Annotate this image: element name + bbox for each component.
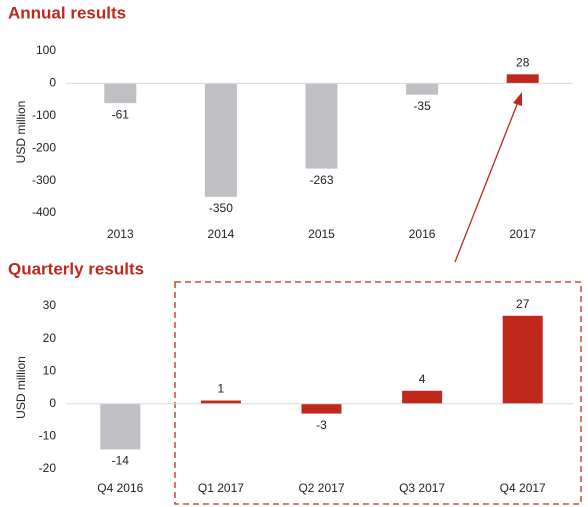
bar: [502, 315, 543, 404]
x-tick-label: 2016: [409, 227, 436, 241]
bar: [506, 74, 539, 84]
y-tick-label: 100: [36, 43, 56, 57]
x-tick-label: Q4 2016: [97, 481, 143, 495]
x-tick-label: Q2 2017: [298, 481, 344, 495]
y-axis-label: USD million: [14, 101, 28, 164]
y-tick-label: -10: [39, 429, 57, 443]
x-tick-label: Q4 2017: [500, 481, 546, 495]
x-tick-label: Q3 2017: [399, 481, 445, 495]
x-tick-label: Q1 2017: [198, 481, 244, 495]
y-tick-label: -100: [32, 108, 56, 122]
bar: [100, 403, 141, 450]
bar: [301, 403, 342, 414]
value-label: -61: [112, 107, 130, 121]
value-label: 4: [419, 372, 426, 386]
y-tick-label: 30: [43, 298, 57, 312]
chart-title: Annual results: [8, 3, 126, 22]
y-tick-label: 0: [49, 396, 56, 410]
y-tick-label: -200: [32, 140, 56, 154]
y-tick-label: -400: [32, 205, 56, 219]
bar: [305, 83, 338, 169]
bar: [402, 390, 443, 404]
bar: [200, 400, 241, 404]
arrow: [454, 101, 519, 263]
value-label: -350: [209, 201, 233, 215]
x-tick-label: 2013: [107, 227, 134, 241]
x-tick-label: 2015: [308, 227, 335, 241]
y-tick-label: 20: [43, 331, 57, 345]
highlight-box: [174, 281, 582, 505]
x-tick-label: 2014: [208, 227, 235, 241]
y-tick-label: 0: [49, 76, 56, 90]
value-label: -35: [413, 99, 431, 113]
x-tick-label: 2017: [509, 227, 536, 241]
bar: [104, 83, 137, 104]
value-label: -14: [112, 454, 130, 468]
value-label: -263: [309, 173, 333, 187]
value-label: 28: [516, 55, 530, 69]
y-tick-label: -300: [32, 173, 56, 187]
bar: [204, 83, 237, 197]
value-label: 1: [218, 382, 225, 396]
value-label: 27: [516, 297, 530, 311]
y-axis-label: USD million: [14, 356, 28, 419]
y-tick-label: -20: [39, 461, 57, 475]
y-tick-label: 10: [43, 363, 57, 377]
bar: [406, 83, 439, 95]
chart-title: Quarterly results: [8, 259, 144, 278]
arrow-head: [513, 92, 522, 106]
value-label: -3: [316, 418, 327, 432]
